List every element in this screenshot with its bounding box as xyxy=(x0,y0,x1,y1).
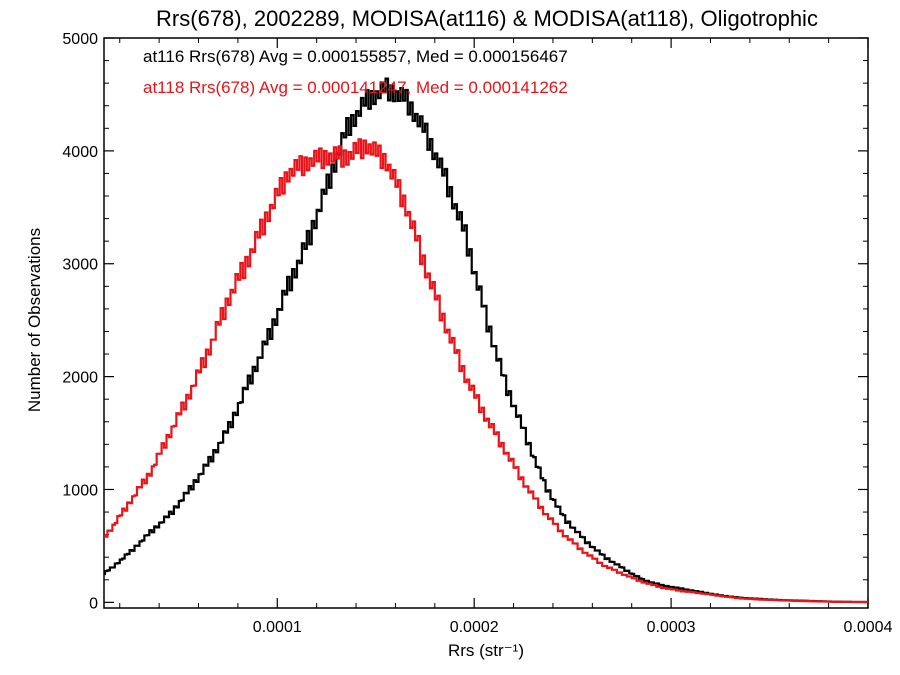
y-tick-label: 2000 xyxy=(62,370,98,387)
y-axis-ticks: 0 1000 2000 3000 4000 5000 xyxy=(62,31,868,612)
x-tick-label: 0.0002 xyxy=(450,619,499,636)
stat-annotation-at116: at116 Rrs(678) Avg = 0.000155857, Med = … xyxy=(143,47,568,66)
series-layer xyxy=(104,77,868,604)
stat-annotation-at118: at118 Rrs(678) Avg = 0.000141247, Med = … xyxy=(143,78,568,97)
plot-frame xyxy=(103,37,869,609)
x-tick-label: 0.0003 xyxy=(647,619,696,636)
x-axis-ticks: 0.0001 0.0002 0.0003 0.0004 xyxy=(119,38,893,636)
y-axis-label: Number of Observations xyxy=(25,228,44,412)
y-tick-label: 0 xyxy=(89,595,98,612)
series-at116-line xyxy=(104,77,868,604)
y-tick-label: 5000 xyxy=(62,31,98,48)
y-tick-label: 1000 xyxy=(62,482,98,499)
y-tick-label: 3000 xyxy=(62,257,98,274)
chart-title: Rrs(678), 2002289, MODISA(at116) & MODIS… xyxy=(156,6,818,31)
series-at118-line xyxy=(104,138,868,604)
x-tick-label: 0.0001 xyxy=(253,619,302,636)
y-tick-label: 4000 xyxy=(62,144,98,161)
x-axis-label: Rrs (str⁻¹) xyxy=(448,641,524,660)
x-tick-label: 0.0004 xyxy=(844,619,893,636)
